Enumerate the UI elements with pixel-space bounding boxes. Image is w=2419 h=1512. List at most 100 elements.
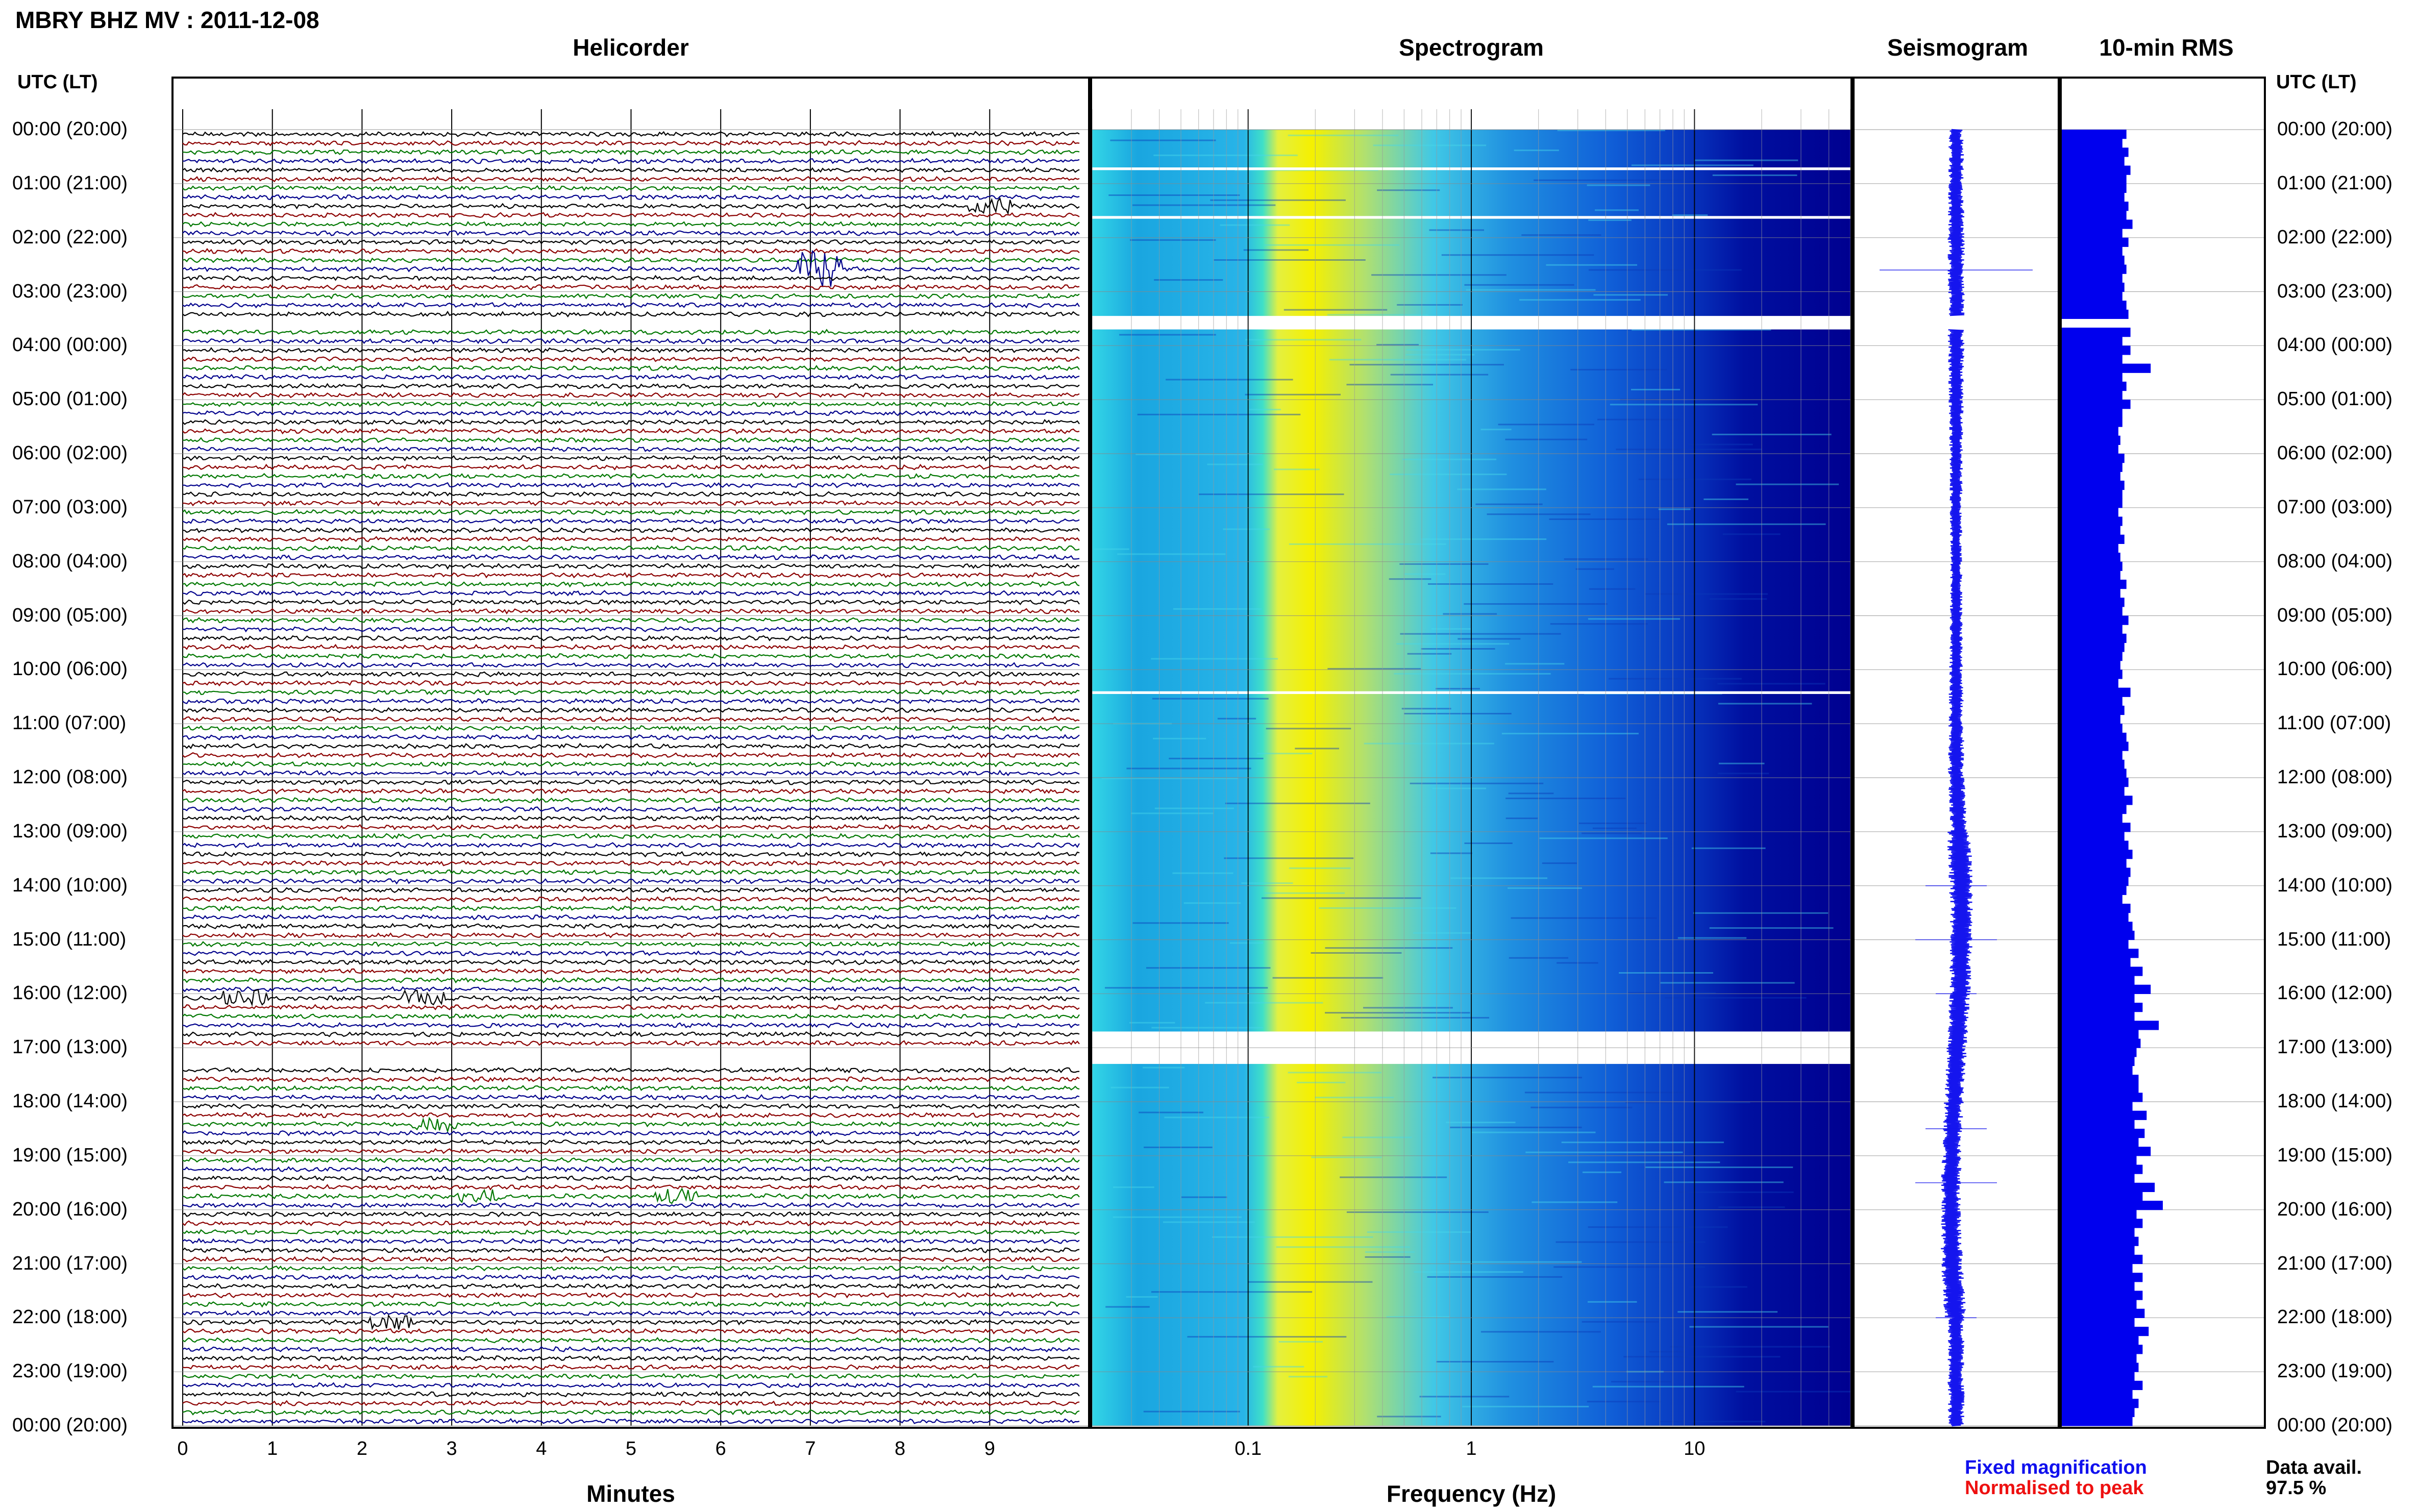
helicorder-trace (182, 166, 1080, 173)
spectrogram-texture (1718, 703, 1812, 705)
spectrogram-texture (1371, 274, 1507, 276)
spectrogram-texture (1588, 618, 1681, 620)
time-label-right: 01:00 (21:00) (2277, 172, 2393, 194)
spectrogram-texture (1595, 209, 1639, 211)
spectrogram-texture (1531, 1106, 1633, 1108)
rms-bar (2062, 994, 2135, 1003)
helicorder-trace (182, 725, 1080, 732)
rms-bar (2062, 534, 2125, 544)
helicorder-trace (182, 851, 1080, 858)
spectrogram-texture (1464, 842, 1513, 844)
spectrogram-texture (1619, 972, 1713, 974)
rms-bar (2062, 1318, 2135, 1327)
helicorder-trace (182, 689, 1080, 696)
time-label-left: 13:00 (09:00) (12, 820, 128, 842)
helicorder-trace (182, 572, 1080, 579)
spectrogram-texture (1534, 179, 1693, 181)
helicorder-trace (182, 671, 1080, 678)
rms-title: 10-min RMS (2099, 34, 2234, 61)
time-label-right: 00:00 (20:00) (2277, 118, 2393, 140)
rms-bar (2062, 724, 2122, 733)
spectrogram-texture (1578, 822, 1647, 824)
spectrogram-texture (1428, 583, 1553, 585)
helicorder-trace (182, 1148, 1080, 1155)
spectrogram-texture (1436, 688, 1480, 690)
helicorder-trace (182, 707, 1080, 713)
helicorder-trace (182, 482, 1080, 488)
spectrogram-texture (1311, 1156, 1382, 1158)
rms-bar (2062, 1128, 2145, 1138)
rms-bar (2062, 345, 2131, 355)
rms-bar (2062, 543, 2118, 553)
time-label-right: 07:00 (03:00) (2277, 496, 2393, 518)
rms-bar (2062, 183, 2127, 193)
spectrogram-texture (1429, 229, 1485, 231)
helicorder-trace (182, 1094, 1080, 1101)
rms-bar (2062, 373, 2122, 382)
spectrogram-texture (1377, 1416, 1441, 1418)
helicorder-trace (182, 1391, 1080, 1398)
spectrogram-texture (1245, 339, 1362, 341)
spectrogram-texture (1241, 882, 1293, 884)
spectrogram-texture (1278, 1341, 1323, 1343)
spectrogram-tick-label: 0.1 (1235, 1438, 1262, 1459)
rms-bar (2062, 336, 2122, 346)
rms-bar (2062, 156, 2125, 166)
time-label-left: 11:00 (07:00) (12, 712, 127, 734)
rms-bar (2062, 309, 2129, 319)
spectrogram-texture (1688, 443, 1753, 445)
fixed-magnification-legend: Fixed magnification (1965, 1457, 2147, 1478)
helicorder-trace (182, 247, 1080, 255)
spectrogram-texture (1400, 633, 1561, 635)
spectrogram-texture (1198, 493, 1344, 495)
seismogram-title: Seismogram (1887, 34, 2029, 61)
helicorder-trace (182, 1247, 1080, 1254)
helicorder-trace (182, 599, 1080, 606)
helicorder-trace (182, 662, 1080, 668)
spectrogram-texture (1105, 1306, 1150, 1308)
rms-bar (2062, 732, 2127, 742)
helicorder-trace (182, 310, 1080, 318)
rms-bar (2062, 328, 2131, 337)
spectrogram-texture (1113, 1216, 1242, 1218)
rms-bar (2062, 1308, 2145, 1318)
rms-bar (2062, 751, 2122, 760)
spectrogram-texture (1288, 134, 1399, 136)
rms-bar (2062, 282, 2125, 292)
rms-bar (2062, 939, 2129, 949)
data-avail-label: Data avail. (2266, 1457, 2362, 1478)
helicorder-trace (182, 428, 1080, 435)
spectrogram-texture (1108, 194, 1240, 196)
spectrogram-texture (1264, 244, 1400, 246)
spectrogram-texture (1212, 1236, 1373, 1238)
spectrogram-texture (1349, 364, 1504, 366)
time-label-right: 03:00 (23:00) (2277, 280, 2393, 302)
rms-bar (2062, 480, 2125, 490)
helicorder-trace (182, 1328, 1080, 1334)
spectrogram-texture (1718, 762, 1765, 764)
helicorder-trace (182, 1187, 1080, 1204)
helicorder-trace (182, 365, 1080, 371)
rms-bar (2062, 165, 2131, 175)
spectrogram-texture (1264, 892, 1345, 894)
helicorder-trace (182, 797, 1080, 804)
helicorder-trace (182, 986, 1080, 993)
helicorder-trace (182, 923, 1079, 930)
helicorder-trace (182, 212, 1080, 218)
helicorder-trace (182, 815, 1080, 822)
spectrogram-texture (1508, 887, 1582, 889)
spectrogram-texture (1146, 967, 1271, 969)
spectrogram-texture (1582, 1171, 1622, 1173)
spectrogram-texture (1501, 733, 1639, 735)
spectrogram-texture (1505, 663, 1565, 665)
rms-bar (2062, 1056, 2135, 1067)
helicorder-trace (182, 1166, 1080, 1173)
helicorder-trace (182, 356, 1080, 362)
spectrogram-texture (1450, 1126, 1582, 1128)
spectrogram-texture (1610, 404, 1758, 406)
helicorder-trace (182, 1103, 1080, 1109)
rms-bar (2062, 1246, 2135, 1255)
helicorder-trace (182, 643, 1080, 651)
helicorder-trace (182, 887, 1080, 894)
helicorder-trace (182, 445, 1080, 453)
